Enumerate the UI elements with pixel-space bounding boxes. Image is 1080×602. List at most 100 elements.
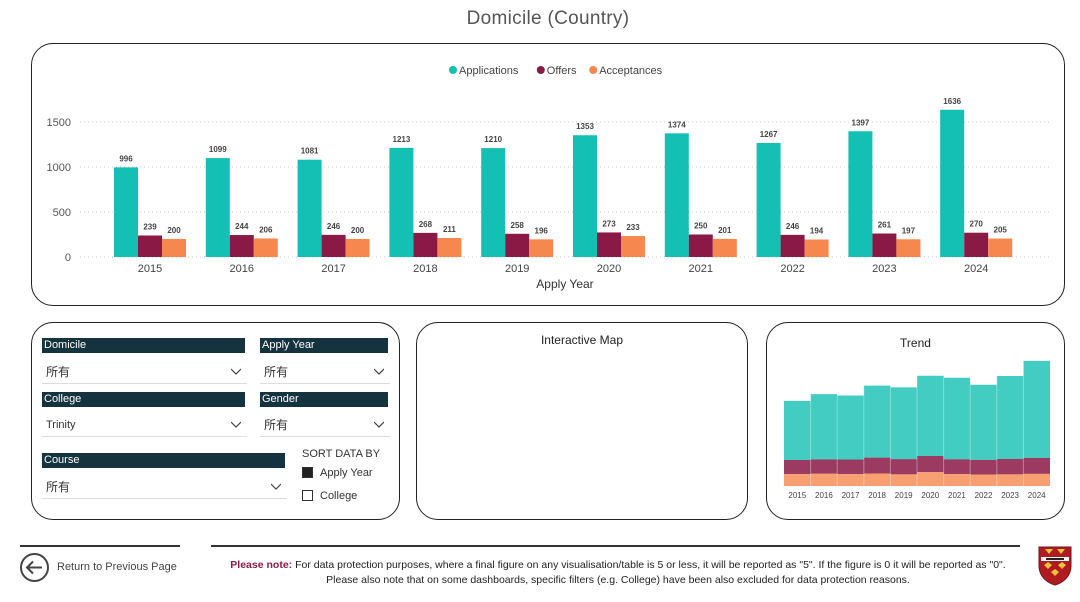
legend-marker <box>589 66 597 74</box>
trend-chart: 2015 2016 2017 2018 2019 2020 2021 2022 2023 2024 <box>766 322 1065 520</box>
interactive-map-card[interactable]: Interactive Map <box>416 322 748 520</box>
bar-applications <box>298 160 322 257</box>
bar-acceptances <box>713 239 737 257</box>
data-label: 201 <box>718 226 732 235</box>
chevron-down-icon <box>374 421 384 429</box>
domicile-dropdown[interactable]: 所有 <box>42 361 247 384</box>
data-label: 200 <box>351 226 365 235</box>
apply-year-value: 所有 <box>264 365 288 379</box>
bar-applications <box>940 110 964 257</box>
trend-x-label: 2016 <box>815 491 833 500</box>
data-label: 273 <box>602 219 616 228</box>
data-label: 211 <box>443 225 456 234</box>
apply-year-dropdown[interactable]: 所有 <box>260 361 390 384</box>
data-label: 996 <box>119 154 133 163</box>
data-label: 196 <box>535 226 549 235</box>
bar-offers <box>322 235 346 257</box>
university-crest-logo <box>1038 546 1072 586</box>
x-tick-label: 2023 <box>872 263 896 275</box>
bar-applications <box>757 143 781 257</box>
bar-applications <box>573 135 597 257</box>
divider <box>211 545 1020 547</box>
trend-x-label: 2024 <box>1028 491 1046 500</box>
bar-offers <box>413 233 437 257</box>
data-label: 205 <box>994 226 1008 235</box>
bar-offers <box>138 235 162 257</box>
sort-option-apply-year[interactable]: Apply Year <box>302 467 373 481</box>
back-arrow-icon[interactable] <box>19 552 50 583</box>
bar-chart: 050010001500Applications Offers Acceptance… <box>0 0 1080 310</box>
legend-label: Acceptances <box>599 65 662 77</box>
data-label: 250 <box>694 222 708 231</box>
bar-offers <box>781 235 805 257</box>
data-label: 261 <box>878 221 892 230</box>
data-label: 1397 <box>852 118 870 127</box>
chevron-down-icon <box>231 421 241 429</box>
trend-x-label: 2018 <box>868 491 886 500</box>
college-label: College <box>42 392 245 407</box>
data-label: 200 <box>167 226 181 235</box>
data-label: 197 <box>902 226 916 235</box>
data-protection-note: Please note: For data protection purpose… <box>213 558 1023 588</box>
bar-acceptances <box>437 238 461 257</box>
bar-offers <box>964 233 988 257</box>
x-tick-label: 2017 <box>321 263 345 275</box>
legend-marker <box>537 66 545 74</box>
gender-label: Gender <box>260 392 388 407</box>
apply-year-label: Apply Year <box>260 338 388 353</box>
bar-applications <box>389 148 413 257</box>
bar-acceptances <box>988 239 1012 257</box>
x-tick-label: 2018 <box>413 263 437 275</box>
checkbox-empty-icon[interactable] <box>302 490 313 501</box>
college-dropdown[interactable]: Trinity <box>42 414 247 437</box>
back-link[interactable]: Return to Previous Page <box>57 561 177 573</box>
data-label: 233 <box>626 223 640 232</box>
sort-option-label: Apply Year <box>320 467 373 479</box>
sort-option-label: College <box>320 490 357 502</box>
divider <box>20 545 180 547</box>
map-title: Interactive Map <box>417 333 747 347</box>
data-label: 268 <box>419 220 433 229</box>
data-label: 1374 <box>668 120 686 129</box>
bar-acceptances <box>621 236 645 257</box>
course-label: Course <box>42 453 285 468</box>
bar-acceptances <box>346 239 370 257</box>
chevron-down-icon <box>231 368 241 376</box>
sort-title: SORT DATA BY <box>302 448 380 460</box>
bar-offers <box>689 235 713 258</box>
course-dropdown[interactable]: 所有 <box>42 476 287 499</box>
x-tick-label: 2015 <box>138 263 162 275</box>
trend-x-label: 2023 <box>1001 491 1019 500</box>
trend-x-label: 2020 <box>921 491 939 500</box>
bar-offers <box>872 234 896 257</box>
domicile-value: 所有 <box>46 365 70 379</box>
trend-x-label: 2022 <box>975 491 993 500</box>
data-label: 246 <box>786 222 800 231</box>
bar-applications <box>481 148 505 257</box>
bar-acceptances <box>162 239 186 257</box>
data-label: 270 <box>970 220 984 229</box>
bar-acceptances <box>805 240 829 257</box>
gender-value: 所有 <box>264 418 288 432</box>
y-tick-label: 1500 <box>47 117 71 129</box>
legend-marker <box>449 66 457 74</box>
x-tick-label: 2024 <box>964 263 988 275</box>
x-tick-label: 2020 <box>597 263 621 275</box>
data-label: 1353 <box>576 122 594 131</box>
bar-acceptances <box>896 239 920 257</box>
course-value: 所有 <box>46 480 70 494</box>
gender-dropdown[interactable]: 所有 <box>260 414 390 437</box>
bar-applications <box>848 131 872 257</box>
college-value: Trinity <box>46 419 76 431</box>
data-label: 239 <box>143 222 157 231</box>
bar-offers <box>505 234 529 257</box>
bar-applications <box>206 158 230 257</box>
x-tick-label: 2019 <box>505 263 529 275</box>
data-label: 206 <box>259 225 273 234</box>
checkbox-checked-icon[interactable] <box>302 467 313 478</box>
sort-option-college[interactable]: College <box>302 490 357 504</box>
data-label: 1267 <box>760 130 778 139</box>
bar-applications <box>114 167 138 257</box>
data-label: 1636 <box>943 97 961 106</box>
y-tick-label: 1000 <box>47 162 71 174</box>
